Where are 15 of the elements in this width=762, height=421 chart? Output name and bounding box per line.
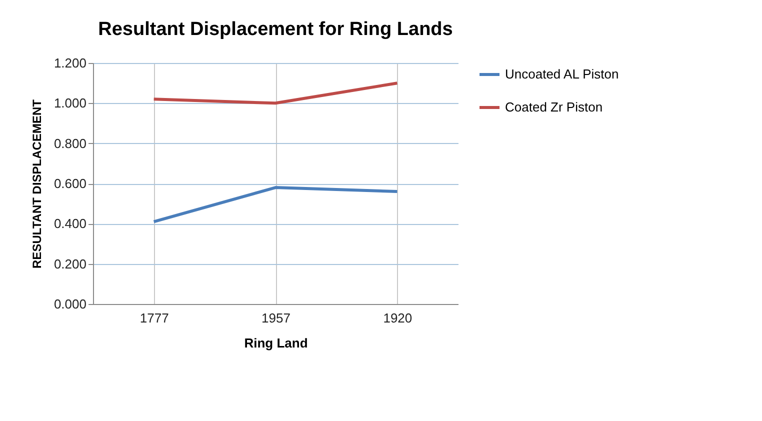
- x-tick-label: 1957: [262, 310, 290, 326]
- y-tick-label: 0.200: [54, 256, 86, 272]
- x-tick-label: 1777: [140, 310, 169, 326]
- chart-title: Resultant Displacement for Ring Lands: [98, 19, 453, 40]
- y-tick-label: 1.200: [54, 56, 86, 70]
- y-axis-title: RESULTANT DISPLACEMENT: [30, 98, 44, 268]
- x-axis-title: Ring Land: [244, 336, 308, 350]
- y-tick-label: 0.000: [54, 296, 86, 312]
- y-tick-label: 0.400: [54, 216, 86, 232]
- legend-label: Uncoated AL Piston: [505, 66, 619, 82]
- legend-label: Coated Zr Piston: [505, 100, 603, 114]
- x-tick-label: 1920: [383, 310, 412, 326]
- y-tick-label: 1.000: [54, 96, 86, 111]
- y-tick-label: 0.600: [54, 176, 86, 191]
- y-tick-label: 0.800: [54, 136, 86, 151]
